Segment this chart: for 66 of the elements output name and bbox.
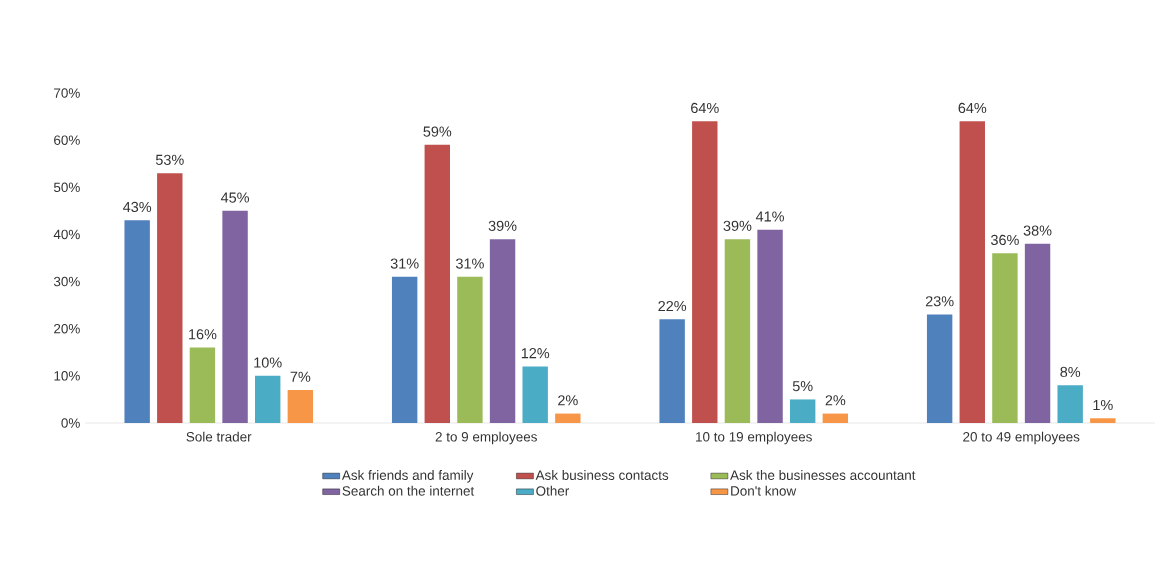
- data-label: 38%: [1023, 225, 1052, 236]
- y-tick-label: 60%: [54, 135, 80, 145]
- bar: [522, 366, 548, 423]
- y-tick-label: 40%: [53, 229, 80, 240]
- x-tick-label: 20 to 49 employees: [963, 431, 1080, 445]
- bar: [391, 276, 418, 423]
- legend-label: Ask business contacts: [535, 470, 669, 480]
- y-tick-label: 20%: [54, 323, 80, 334]
- data-label: 22%: [658, 300, 687, 312]
- data-label: 23%: [925, 296, 954, 307]
- data-label: 59%: [423, 126, 452, 137]
- bar: [555, 413, 581, 423]
- legend-label: Don't know: [731, 485, 797, 496]
- y-tick-label: 50%: [53, 182, 80, 193]
- bar: [1090, 418, 1116, 423]
- data-label: 2%: [558, 395, 578, 406]
- bar: [254, 375, 281, 423]
- y-tick-label: 30%: [53, 276, 80, 287]
- bar: [724, 239, 751, 423]
- data-label: 31%: [456, 258, 484, 269]
- bar: [124, 220, 150, 423]
- data-label: 7%: [290, 371, 311, 382]
- data-label: 10%: [254, 357, 282, 368]
- data-label: 45%: [220, 192, 250, 203]
- bar: [757, 229, 783, 423]
- data-label: 64%: [691, 102, 719, 114]
- data-label: 39%: [488, 220, 517, 231]
- data-label: 2%: [825, 395, 846, 406]
- bar: [1057, 385, 1083, 423]
- y-tick-label: 0%: [61, 418, 80, 428]
- x-tick-label: 10 to 19 employees: [696, 431, 812, 445]
- data-label: 64%: [958, 102, 987, 114]
- bar: [222, 210, 248, 423]
- data-label: 1%: [1093, 399, 1113, 411]
- legend-label: Ask the businesses accountant: [730, 470, 916, 480]
- data-label: 36%: [991, 234, 1019, 246]
- x-tick-label: Sole trader: [186, 431, 252, 442]
- bar: [424, 144, 450, 423]
- legend-label: Ask friends and family: [341, 470, 474, 483]
- bar: [789, 399, 816, 423]
- y-tick-label: 10%: [54, 371, 80, 381]
- data-label: 5%: [792, 381, 813, 392]
- data-label: 53%: [155, 154, 184, 165]
- bar: [959, 121, 985, 423]
- data-label: 16%: [189, 329, 217, 340]
- data-label: 8%: [1060, 366, 1081, 378]
- data-label: 43%: [123, 201, 152, 213]
- bar: [287, 390, 314, 423]
- x-tick-label: 2 to 9 employees: [435, 431, 537, 445]
- legend-label: Other: [536, 485, 570, 496]
- bar: [659, 319, 685, 423]
- bar: [692, 121, 718, 423]
- bar: [157, 173, 183, 423]
- bar: [189, 347, 216, 423]
- legend-label: Search on the internet: [342, 485, 475, 496]
- bar: [489, 239, 516, 423]
- data-label: 12%: [521, 348, 550, 359]
- bar: [1024, 243, 1051, 423]
- data-label: 31%: [390, 258, 419, 269]
- bar: [822, 413, 849, 423]
- bar: [992, 253, 1018, 423]
- y-tick-label: 70%: [54, 88, 80, 98]
- data-label: 39%: [723, 220, 752, 231]
- data-label: 41%: [755, 211, 784, 222]
- bar: [457, 276, 483, 423]
- bar: [926, 314, 953, 423]
